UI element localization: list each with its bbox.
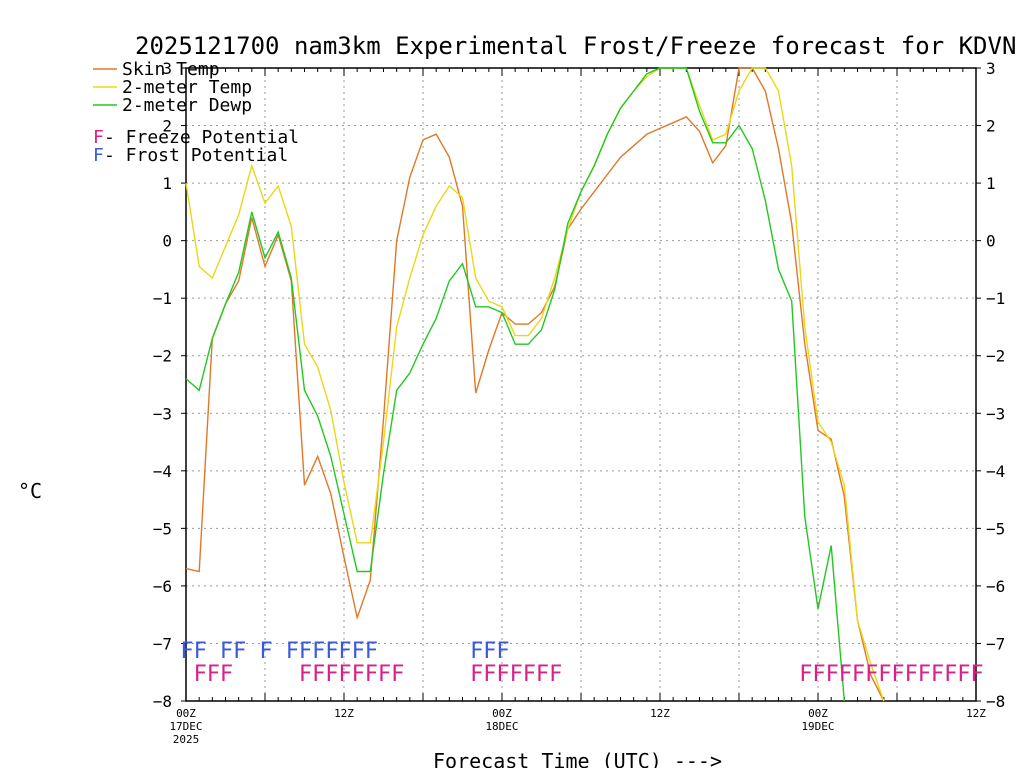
- y-tick-label-right: −3: [986, 404, 1005, 423]
- freeze-flag: F: [957, 662, 970, 687]
- legend-label: Skin Temp: [122, 59, 220, 80]
- freeze-flag: F: [536, 662, 549, 687]
- y-axis-label: °C: [18, 479, 42, 503]
- potential-legend-label: - Frost Potential: [104, 145, 288, 166]
- y-tick-label: 0: [162, 232, 172, 251]
- freeze-flag: F: [194, 662, 207, 687]
- frost-flag: F: [259, 639, 272, 664]
- x-tick-date: 18DEC: [485, 720, 518, 733]
- freeze-flag: F: [207, 662, 220, 687]
- freeze-flag: F: [365, 662, 378, 687]
- y-tick-label-right: −2: [986, 347, 1005, 366]
- x-tick-label: 12Z: [966, 707, 986, 720]
- freeze-flag: F: [352, 662, 365, 687]
- frost-flag: F: [325, 639, 338, 664]
- y-tick-label-right: −7: [986, 634, 1005, 653]
- freeze-flag: F: [905, 662, 918, 687]
- freeze-flag: F: [931, 662, 944, 687]
- x-tick-label: 12Z: [334, 707, 354, 720]
- freeze-flag: F: [312, 662, 325, 687]
- freeze-flag: F: [878, 662, 891, 687]
- freeze-flag: F: [483, 662, 496, 687]
- frost-flag: F: [299, 639, 312, 664]
- frost-flag: F: [483, 639, 496, 664]
- freeze-flag: F: [391, 662, 404, 687]
- freeze-flag: F: [891, 662, 904, 687]
- frost-flag: F: [338, 639, 351, 664]
- y-tick-label-right: −8: [986, 692, 1005, 711]
- freeze-flag: F: [299, 662, 312, 687]
- chart-title: 2025121700 nam3km Experimental Frost/Fre…: [135, 32, 1016, 60]
- y-tick-label-right: 3: [986, 59, 996, 78]
- y-tick-label-right: −4: [986, 462, 1005, 481]
- series-lines: [185, 67, 885, 702]
- freeze-flag: F: [865, 662, 878, 687]
- y-tick-label-right: −5: [986, 519, 1005, 538]
- potential-flags: F F F F F F F F F F F F F F FF F F F F F F F F F F F F F F F F F F F F F F F F…: [180, 639, 983, 687]
- frost-flag: F: [180, 639, 193, 664]
- y-tick-label-right: −6: [986, 577, 1005, 596]
- freeze-flag: F: [970, 662, 983, 687]
- legend-label: 2-meter Dewp: [122, 95, 252, 116]
- y-tick-label: −2: [153, 347, 172, 366]
- freeze-flag: F: [549, 662, 562, 687]
- y-tick-label: −7: [153, 634, 172, 653]
- y-tick-label: 3: [162, 59, 172, 78]
- y-tick-label-right: −1: [986, 289, 1005, 308]
- freeze-flag: F: [944, 662, 957, 687]
- freeze-flag: F: [338, 662, 351, 687]
- y-tick-label-right: 1: [986, 174, 996, 193]
- potential-legend-label: - Freeze Potential: [104, 127, 299, 148]
- freeze-flag: F: [470, 662, 483, 687]
- x-tick-label: 00Z: [176, 707, 196, 720]
- y-tick-label: −1: [153, 289, 172, 308]
- y-tick-label-right: 2: [986, 117, 996, 136]
- freeze-flag: F: [523, 662, 536, 687]
- y-tick-label: −6: [153, 577, 172, 596]
- x-axis-label: Forecast Time (UTC) --->: [433, 749, 722, 768]
- x-tick-label: 12Z: [650, 707, 670, 720]
- series-line-skin-temp: [185, 67, 885, 702]
- freeze-flag: F: [852, 662, 865, 687]
- freeze-flag: F: [839, 662, 852, 687]
- y-tick-label: −4: [153, 462, 172, 481]
- freeze-flag: F: [378, 662, 391, 687]
- series-line-2-meter-dewp: [185, 67, 845, 702]
- x-tick-year: 2025: [173, 733, 200, 746]
- frost-flag: F: [233, 639, 246, 664]
- freeze-flag: F: [799, 662, 812, 687]
- legend-label: 2-meter Temp: [122, 77, 252, 98]
- y-tick-label: 2: [162, 117, 172, 136]
- y-tick-label: −3: [153, 404, 172, 423]
- axis-ticks: 3 3 2 2 1 1 0 0 −1 −1 −2 −2 −3 −3 −4 −4 −5 −5 −6 −6 −7 −7 −8 −8…: [153, 59, 1006, 746]
- x-tick-label: 00Z: [492, 707, 512, 720]
- frost-flag: F: [496, 639, 509, 664]
- frost-flag: F: [312, 639, 325, 664]
- series-line-2-meter-temp: [185, 67, 885, 702]
- y-tick-label: −8: [153, 692, 172, 711]
- x-tick-date: 17DEC: [169, 720, 202, 733]
- freeze-flag: F: [826, 662, 839, 687]
- freeze-flag: F: [812, 662, 825, 687]
- freeze-flag: F: [510, 662, 523, 687]
- freeze-flag: F: [220, 662, 233, 687]
- y-tick-label: −5: [153, 519, 172, 538]
- frost-flag: F: [352, 639, 365, 664]
- frost-flag: F: [470, 639, 483, 664]
- frost-flag: F: [194, 639, 207, 664]
- freeze-flag: F: [496, 662, 509, 687]
- frost-flag: F: [220, 639, 233, 664]
- frost-flag: F: [286, 639, 299, 664]
- x-tick-label: 00Z: [808, 707, 828, 720]
- y-tick-label-right: 0: [986, 232, 996, 251]
- freeze-flag: F: [918, 662, 931, 687]
- frost-flag: F: [365, 639, 378, 664]
- freeze-flag: F: [325, 662, 338, 687]
- x-tick-date: 19DEC: [801, 720, 834, 733]
- potential-legend-letter: F: [93, 145, 104, 166]
- y-tick-label: 1: [162, 174, 172, 193]
- potential-legend-letter: F: [93, 127, 104, 148]
